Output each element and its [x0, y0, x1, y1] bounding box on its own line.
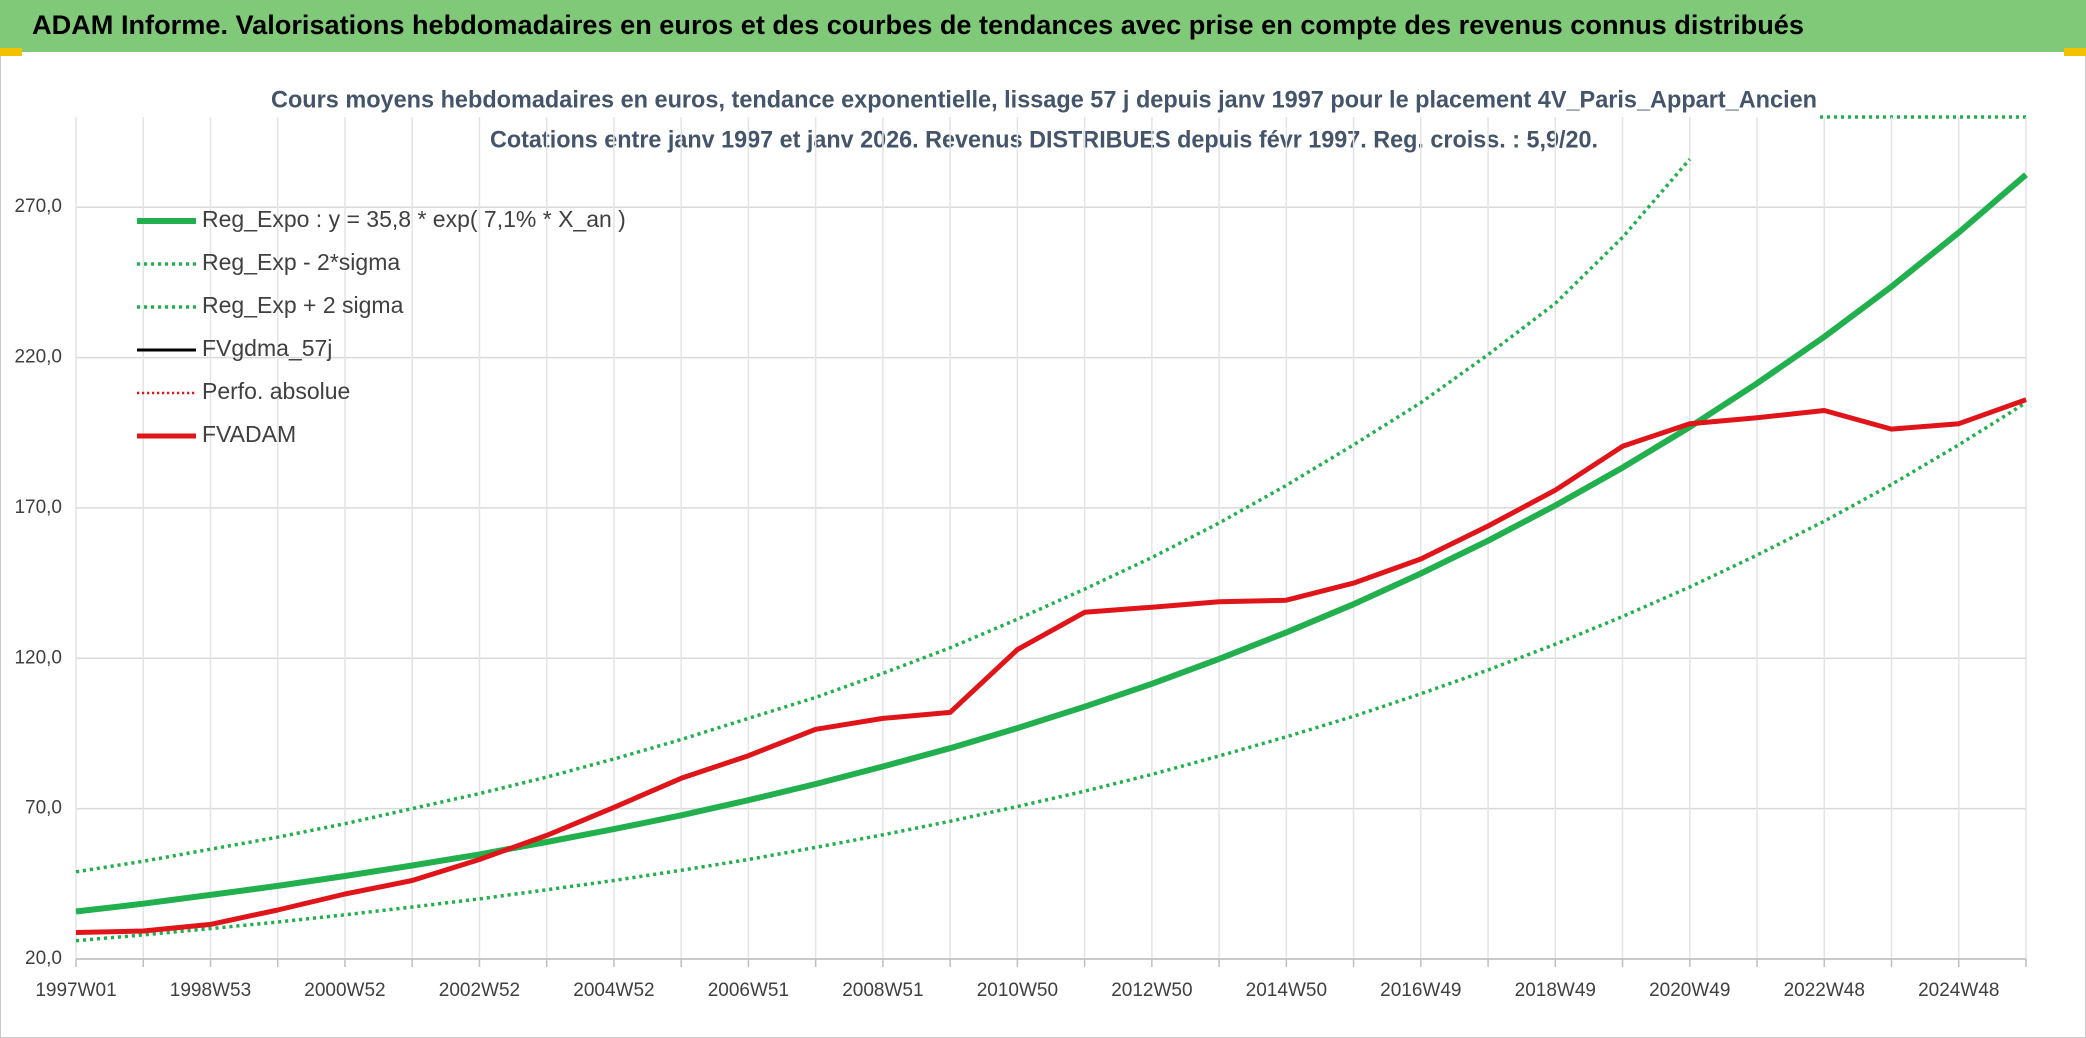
chart-subtitle: Cotations entre janv 1997 et janv 2026. … — [490, 126, 1598, 153]
series-line — [75, 397, 2027, 935]
x-tick-label: 2000W52 — [304, 980, 385, 1001]
y-tick-label: 20,0 — [25, 948, 62, 969]
x-tick-label: 2024W48 — [1918, 980, 1999, 1001]
header-bar — [0, 0, 2086, 52]
series-line — [75, 172, 2028, 915]
corner — [0, 48, 22, 56]
chart-title: Cours moyens hebdomadaires en euros, ten… — [271, 86, 1817, 113]
legend-label: FVgdma_57j — [202, 335, 332, 361]
legend-label: FVADAM — [202, 421, 296, 447]
x-tick-label: 2006W51 — [708, 980, 789, 1001]
x-tick-label: 2022W48 — [1784, 980, 1865, 1001]
x-tick-label: 2004W52 — [573, 980, 654, 1001]
y-tick-label: 70,0 — [25, 798, 62, 819]
legend-label: Reg_Expo : y = 35,8 * exp( 7,1% * X_an ) — [202, 206, 626, 232]
corner — [2064, 48, 2086, 56]
x-tick-label: 2012W50 — [1111, 980, 1192, 1001]
x-tick-label: 2010W50 — [977, 980, 1058, 1001]
x-tick-label: 2020W49 — [1649, 980, 1730, 1001]
legend-label: Perfo. absolue — [202, 378, 350, 404]
x-tick-label: 2018W49 — [1515, 980, 1596, 1001]
y-tick-label: 220,0 — [14, 347, 62, 368]
legend-label: Reg_Exp + 2 sigma — [202, 292, 404, 318]
x-tick-label: 1998W53 — [170, 980, 251, 1001]
x-tick-label: 2002W52 — [439, 980, 520, 1001]
x-tick-label: 2008W51 — [842, 980, 923, 1001]
y-tick-label: 120,0 — [14, 647, 62, 668]
y-tick-label: 170,0 — [14, 497, 62, 518]
x-tick-label: 2016W49 — [1380, 980, 1461, 1001]
series-line — [75, 157, 1692, 874]
y-tick-label: 270,0 — [14, 196, 62, 217]
x-tick-label: 1997W01 — [35, 980, 116, 1001]
legend-label: Reg_Exp - 2*sigma — [202, 249, 400, 275]
x-tick-label: 2014W50 — [1246, 980, 1327, 1001]
header-title: ADAM Informe. Valorisations hebdomadaire… — [32, 10, 1804, 40]
